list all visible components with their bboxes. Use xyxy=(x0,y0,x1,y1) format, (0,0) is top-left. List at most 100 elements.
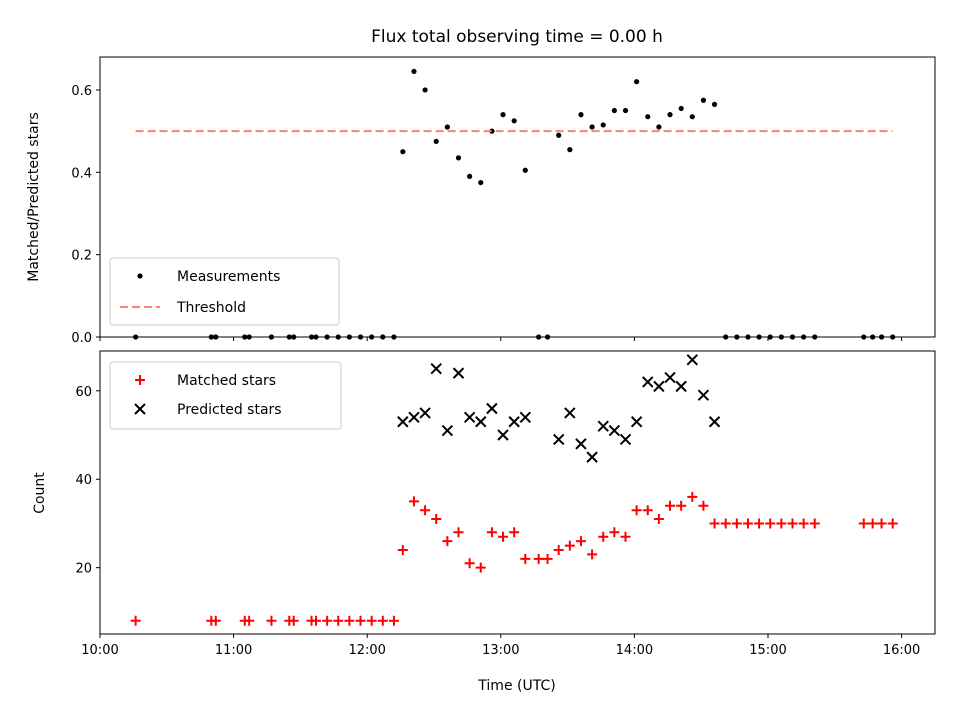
measurements-point xyxy=(444,124,450,130)
measurements-point xyxy=(634,79,640,85)
chart-title: Flux total observing time = 0.00 h xyxy=(371,27,663,47)
x-tick-label: 10:00 xyxy=(81,643,118,658)
predicted-stars-point xyxy=(508,416,520,428)
matched-stars-point xyxy=(598,531,609,542)
y-tick-label: 0.6 xyxy=(71,84,92,99)
legend-label-matched-stars: Matched stars xyxy=(177,373,276,389)
predicted-stars-point xyxy=(630,416,643,428)
predicted-stars-point xyxy=(430,362,442,375)
matched-stars-point xyxy=(798,518,809,529)
measurements-point xyxy=(678,105,684,112)
bottom-plot-frame xyxy=(99,350,936,635)
matched-stars-point xyxy=(509,527,520,538)
measurements-point xyxy=(589,124,595,130)
legend-swatch-measurements xyxy=(137,273,143,279)
matched-stars-point xyxy=(542,553,553,564)
top-legend: Measurements Threshold xyxy=(109,257,340,326)
measurements-point xyxy=(411,68,417,75)
measurements-point xyxy=(600,122,606,128)
legend-swatch-matched-stars xyxy=(135,375,145,385)
matched-stars-point xyxy=(858,518,869,529)
matched-stars-point xyxy=(355,615,366,626)
matched-stars-point xyxy=(442,536,453,547)
measurements-point xyxy=(400,149,406,155)
y-tick-label: 60 xyxy=(75,385,92,400)
matched-stars-point xyxy=(731,518,742,529)
predicted-stars-point xyxy=(586,451,598,463)
predicted-stars-point xyxy=(708,416,721,428)
predicted-stars-point xyxy=(619,433,632,446)
bottom-axis-ticks: 20 40 60 10:00 11:00 12:00 13:00 14:00 15:00 16:0… xyxy=(75,385,920,658)
legend-swatch-predicted-stars xyxy=(134,403,146,415)
predicted-stars-point xyxy=(463,411,476,424)
matched-stars-point xyxy=(887,518,898,529)
y-tick-label: 0.2 xyxy=(71,249,92,264)
predicted-stars-point xyxy=(486,402,498,415)
predicted-stars-point xyxy=(564,407,576,419)
matched-stars-point xyxy=(642,505,653,516)
legend-label-threshold: Threshold xyxy=(176,300,246,316)
matched-stars-point xyxy=(520,553,531,564)
matched-stars-point xyxy=(653,514,664,525)
top-panel: 0.0 0.2 0.4 0.6 Matched/Predicted stars Mea… xyxy=(26,56,936,346)
matched-stars-point xyxy=(244,615,255,626)
x-tick-label: 12:00 xyxy=(348,643,385,658)
matched-stars-point xyxy=(776,518,787,529)
measurements-point xyxy=(467,173,473,180)
predicted-stars-point xyxy=(686,354,699,366)
matched-stars-point xyxy=(366,615,377,626)
predicted-stars-point xyxy=(608,424,621,437)
matched-stars-point xyxy=(742,518,753,529)
predicted-stars-point xyxy=(697,389,710,401)
matched-stars-point xyxy=(687,491,698,502)
matched-stars-point xyxy=(620,531,631,542)
matched-stars-point xyxy=(575,536,586,547)
matched-stars-point xyxy=(344,615,355,626)
matched-stars-point xyxy=(533,553,544,564)
measurements-point xyxy=(700,97,707,103)
x-tick-label: 16:00 xyxy=(883,643,920,658)
matched-stars-point xyxy=(867,518,878,529)
legend-label-measurements: Measurements xyxy=(177,269,280,285)
predicted-stars-point xyxy=(397,416,409,428)
bottom-legend-box xyxy=(109,361,342,430)
matched-stars-point xyxy=(498,531,509,542)
predicted-stars-point xyxy=(597,420,609,432)
matched-stars-point xyxy=(486,527,497,538)
measurements-point xyxy=(422,87,428,93)
matched-stars-point xyxy=(464,558,475,569)
predicted-stars-point xyxy=(519,411,532,424)
matched-stars-point xyxy=(420,505,431,516)
measurements-point xyxy=(711,101,718,107)
matched-stars-point xyxy=(609,527,620,538)
measurements-point xyxy=(667,112,673,118)
top-plot-frame xyxy=(99,56,936,338)
measurements-point xyxy=(522,167,528,173)
matched-stars-point xyxy=(288,615,299,626)
predicted-stars-point xyxy=(441,424,454,437)
measurements-point xyxy=(622,107,629,114)
bottom-plot-marks xyxy=(130,354,898,626)
matched-stars-point xyxy=(809,518,820,529)
matched-stars-point xyxy=(754,518,765,529)
matched-stars-point xyxy=(676,500,687,511)
measurements-point xyxy=(611,107,617,114)
matched-stars-point xyxy=(377,615,388,626)
top-legend-entries: Measurements Threshold xyxy=(120,269,280,316)
top-y-axis-label: Matched/Predicted stars xyxy=(26,112,42,282)
bottom-panel: 20 40 60 10:00 11:00 12:00 13:00 14:00 15:00 16:0… xyxy=(32,350,936,658)
matched-stars-point xyxy=(709,518,720,529)
matched-stars-point xyxy=(631,505,642,516)
x-tick-label: 13:00 xyxy=(482,643,519,658)
matched-stars-point xyxy=(553,544,564,555)
matched-stars-point xyxy=(765,518,776,529)
measurements-point xyxy=(656,124,662,130)
predicted-stars-point xyxy=(408,411,420,424)
matched-stars-point xyxy=(130,615,141,626)
matched-stars-point xyxy=(453,527,464,538)
matched-stars-point xyxy=(210,615,221,626)
predicted-stars-point xyxy=(642,376,654,388)
matched-stars-point xyxy=(787,518,798,529)
